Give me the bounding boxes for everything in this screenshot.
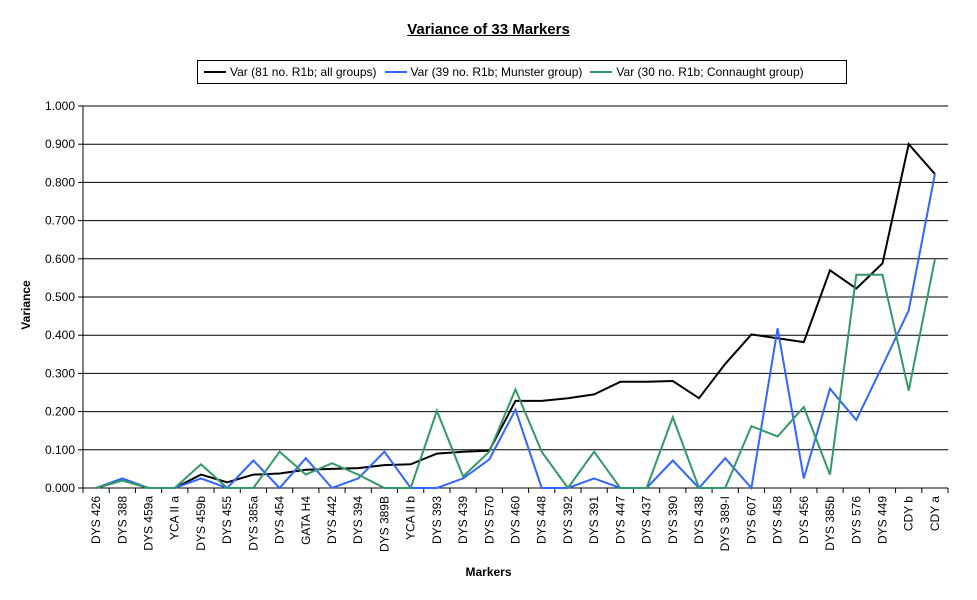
- x-tick-label: DYS 570: [482, 496, 496, 544]
- y-tick-label: 0.100: [45, 443, 75, 457]
- legend-swatch-black: [204, 71, 226, 73]
- legend-label: Var (39 no. R1b; Munster group): [410, 65, 583, 79]
- x-tick-label: GATA H4: [299, 496, 313, 545]
- legend-label: Var (30 no. R1b; Connaught group): [616, 65, 804, 79]
- y-tick-label: 0.800: [45, 175, 75, 189]
- x-tick-label: DYS 449: [875, 496, 889, 544]
- legend-swatch-blue: [384, 71, 407, 73]
- legend-item-munster: Var (39 no. R1b; Munster group): [384, 65, 583, 79]
- x-tick-label: DYS 391: [587, 496, 601, 544]
- x-tick-label: DYS 607: [744, 496, 758, 544]
- y-tick-label: 0.300: [45, 366, 75, 380]
- legend: Var (81 no. R1b; all groups) Var (39 no.…: [197, 60, 847, 84]
- x-tick-label: DYS 438: [692, 496, 706, 544]
- series-line-2: [95, 259, 936, 490]
- y-tick-label: 0.400: [45, 328, 75, 342]
- x-tick-label: DYS 393: [430, 496, 444, 544]
- y-tick-label: 0.700: [45, 214, 75, 228]
- x-tick-label: DYS 447: [613, 496, 627, 544]
- x-tick-label: DYS 448: [535, 496, 549, 544]
- y-axis: 0.000 0.100 0.200 0.300 0.400 0.500 0.600 0.700…: [45, 99, 84, 495]
- chart-title: Variance of 33 Markers: [407, 21, 570, 38]
- series-line-0: [95, 142, 936, 489]
- x-axis-title: Markers: [465, 565, 512, 579]
- y-tick-label: 0.600: [45, 252, 75, 266]
- y-tick-label: 0.000: [45, 481, 75, 495]
- x-tick-label: DYS 460: [509, 496, 523, 544]
- x-tick-label: DYS 426: [89, 496, 103, 544]
- legend-swatch-green: [590, 71, 613, 73]
- x-tick-label: YCA II b: [404, 496, 418, 540]
- x-tick-label: CDY b: [902, 496, 916, 531]
- x-tick-label: CDY a: [928, 496, 942, 531]
- legend-item-all-groups: Var (81 no. R1b; all groups): [204, 65, 377, 79]
- y-tick-label: 0.200: [45, 405, 75, 419]
- x-tick-label: DYS 390: [666, 496, 680, 544]
- x-tick-label: YCA II a: [168, 496, 182, 540]
- y-tick-label: 1.000: [45, 99, 75, 113]
- x-tick-label: DYS 455: [220, 496, 234, 544]
- x-tick-label: DYS 389B: [377, 496, 391, 552]
- x-tick-label: DYS 394: [351, 496, 365, 544]
- x-axis: DYS 426 DYS 388 DYS 459a YCA II a DYS 459b DY…: [82, 487, 949, 552]
- x-tick-label: DYS 442: [325, 496, 339, 544]
- x-tick-label: DYS 385b: [823, 496, 837, 551]
- x-tick-label: DYS 392: [561, 496, 575, 544]
- x-tick-label: DYS 458: [771, 496, 785, 544]
- x-tick-label: DYS 437: [640, 496, 654, 544]
- x-tick-label: DYS 389-I: [718, 496, 732, 551]
- x-tick-label: DYS 454: [273, 496, 287, 544]
- x-tick-label: DYS 439: [456, 496, 470, 544]
- x-tick-label: DYS 459a: [142, 496, 156, 551]
- legend-item-connaught: Var (30 no. R1b; Connaught group): [590, 65, 804, 79]
- x-tick-label: DYS 456: [797, 496, 811, 544]
- series-line-1: [95, 173, 936, 491]
- x-tick-label: DYS 459b: [194, 496, 208, 551]
- y-tick-label: 0.900: [45, 137, 75, 151]
- data-series: [95, 142, 936, 491]
- y-axis-title: Variance: [19, 280, 33, 330]
- x-tick-label: DYS 576: [849, 496, 863, 544]
- legend-label: Var (81 no. R1b; all groups): [230, 65, 377, 79]
- x-tick-label: DYS 388: [115, 496, 129, 544]
- y-tick-label: 0.500: [45, 290, 75, 304]
- x-tick-label: DYS 385a: [246, 496, 260, 551]
